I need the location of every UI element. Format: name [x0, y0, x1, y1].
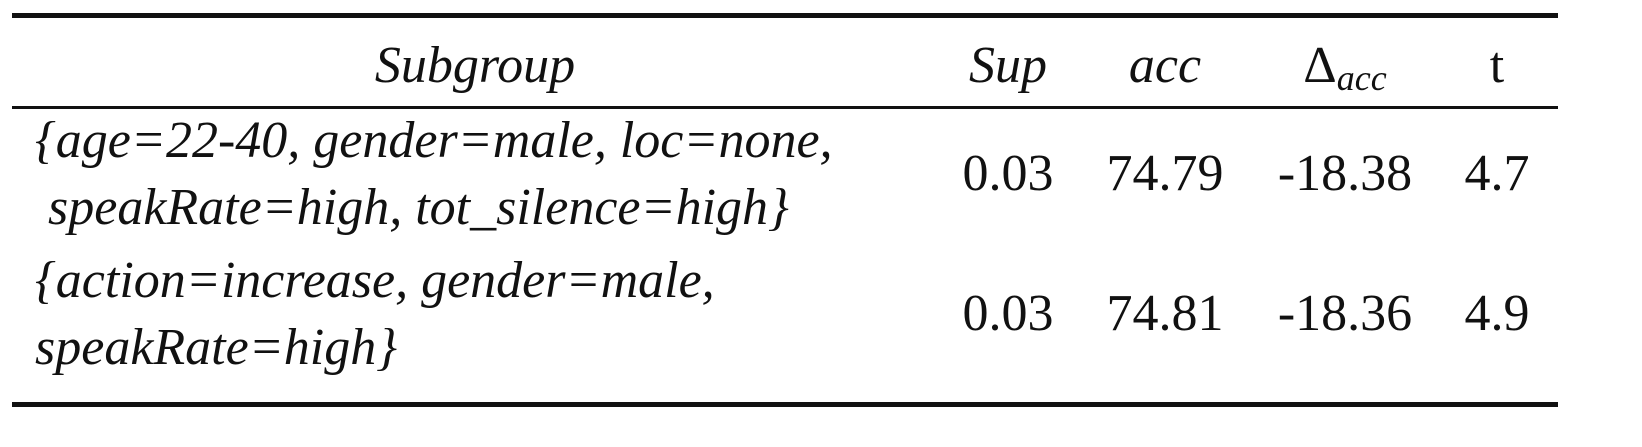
header-cell: Δacc	[1303, 37, 1386, 98]
cell: 4.9	[1465, 285, 1530, 342]
bottom-rule	[12, 402, 1558, 407]
cell: 0.03	[963, 285, 1054, 342]
header-sub: acc	[1337, 58, 1387, 98]
top-rule	[12, 13, 1558, 18]
cell: 74.79	[1107, 145, 1224, 202]
header-cell: Subgroup	[375, 37, 575, 94]
cell: 0.03	[963, 145, 1054, 202]
subgroup-line: speakRate=high, tot_silence=high}	[48, 179, 789, 236]
cell: 4.7	[1465, 145, 1530, 202]
cell: -18.36	[1278, 285, 1412, 342]
subgroup-line: speakRate=high}	[35, 319, 397, 376]
header-cell: acc	[1129, 37, 1201, 94]
cell: -18.38	[1278, 145, 1412, 202]
mid-rule	[12, 106, 1558, 109]
header-cell: t	[1490, 37, 1505, 94]
subgroup-line: {age=22-40, gender=male, loc=none,	[35, 112, 833, 169]
cell: 74.81	[1107, 285, 1224, 342]
header-base: Δ	[1303, 37, 1336, 94]
subgroup-line: {action=increase, gender=male,	[35, 252, 715, 309]
header-cell: Sup	[969, 37, 1047, 94]
